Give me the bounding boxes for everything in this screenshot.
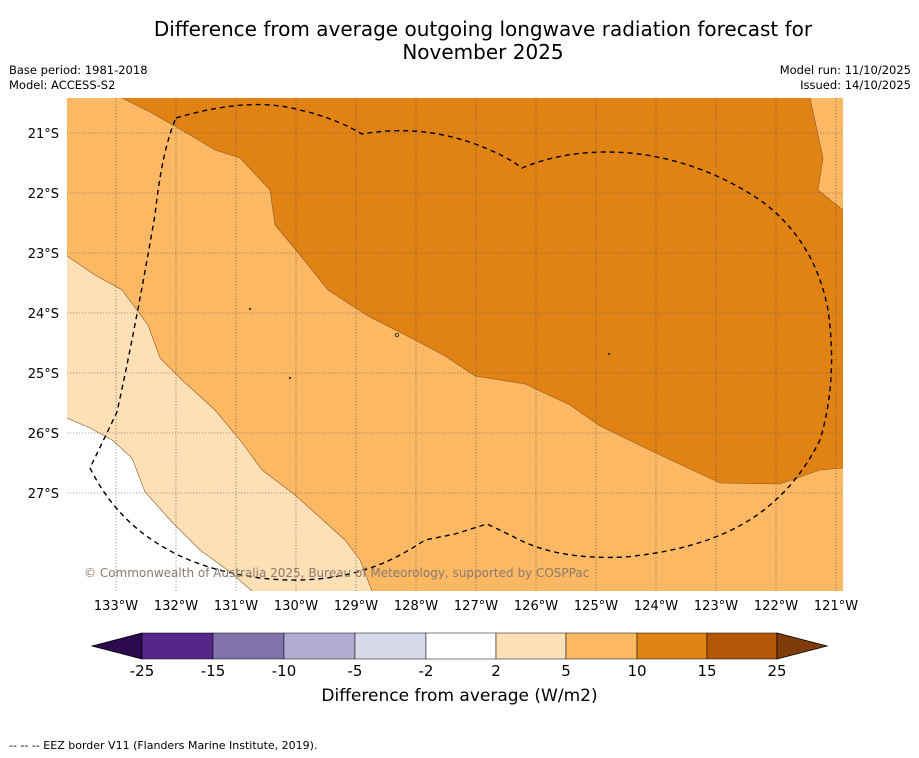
lon-label: 127°W (454, 599, 498, 614)
colorbar-bin (283, 632, 356, 660)
islands (248, 307, 611, 380)
colorbar-bin (495, 632, 567, 660)
base-period: Base period: 1981-2018 (9, 63, 148, 77)
colorbar-bin (636, 632, 708, 660)
colorbar-ticks: -25 -15 -10 -5 -2 2 5 10 15 25 (130, 662, 787, 680)
issued-date: Issued: 14/10/2025 (800, 78, 911, 92)
lon-label: 126°W (514, 599, 558, 614)
lon-label: 133°W (94, 599, 138, 614)
title-line-2: November 2025 (402, 40, 564, 64)
lon-label: 130°W (274, 599, 318, 614)
colorbar-tick: 25 (767, 662, 786, 680)
colorbar: -25 -15 -10 -5 -2 2 5 10 15 25 (90, 632, 829, 680)
lat-label: 21°S (28, 127, 59, 142)
map-field: © Commonwealth of Australia 2025, Bureau… (67, 98, 843, 591)
lon-axis: 133°W 132°W 131°W 130°W 129°W 128°W 127°… (94, 599, 858, 614)
lon-label: 131°W (214, 599, 258, 614)
colorbar-bin (706, 632, 778, 660)
colorbar-tick: -2 (419, 662, 434, 680)
region-2-to-5 (67, 256, 372, 591)
lat-axis: 21°S 22°S 23°S 24°S 25°S 26°S 27°S (28, 127, 59, 502)
lat-label: 26°S (28, 427, 59, 442)
title-line-1: Difference from average outgoing longwav… (153, 17, 813, 41)
copyright-notice: © Commonwealth of Australia 2025, Bureau… (84, 566, 589, 580)
lon-label: 132°W (154, 599, 198, 614)
meta-right: Model run: 11/10/2025 Issued: 14/10/2025 (780, 63, 911, 93)
model-run: Model run: 11/10/2025 (779, 63, 911, 77)
lon-label: 123°W (694, 599, 738, 614)
colorbar-min-extend (90, 632, 143, 660)
colorbar-bin (354, 632, 427, 660)
colorbar-tick: -10 (272, 662, 297, 680)
lon-label: 122°W (754, 599, 798, 614)
graticule (67, 98, 843, 591)
region-minus2-to-2 (67, 418, 252, 591)
lon-label: 125°W (574, 599, 618, 614)
lat-label: 22°S (28, 187, 59, 202)
lon-label: 129°W (334, 599, 378, 614)
region-10-to-15 (122, 98, 843, 484)
contour-lines (67, 98, 843, 591)
colorbar-tick: -5 (348, 662, 363, 680)
colorbar-max-extend (776, 632, 829, 660)
colorbar-bin (141, 632, 214, 660)
colorbar-bin (425, 632, 497, 660)
eez-border (89, 103, 833, 581)
lat-label: 27°S (28, 487, 59, 502)
map-title: Difference from average outgoing longwav… (0, 18, 919, 64)
lat-label: 23°S (28, 247, 59, 262)
colorbar-tick: 5 (561, 662, 571, 680)
lat-label: 25°S (28, 367, 59, 382)
lon-label: 128°W (394, 599, 438, 614)
colorbar-tick: -15 (201, 662, 226, 680)
colorbar-tick: 15 (697, 662, 716, 680)
colorbar-bin (212, 632, 285, 660)
colorbar-bin (565, 632, 638, 660)
model-name: Model: ACCESS-S2 (9, 78, 116, 92)
lon-label: 121°W (814, 599, 858, 614)
lon-label: 124°W (634, 599, 678, 614)
colorbar-tick: -25 (130, 662, 155, 680)
colorbar-tick: 2 (491, 662, 501, 680)
eez-legend-note: -- -- -- EEZ border V11 (Flanders Marine… (9, 739, 318, 752)
colorbar-tick: 10 (627, 662, 646, 680)
lat-label: 24°S (28, 307, 59, 322)
meta-left: Base period: 1981-2018 Model: ACCESS-S2 (9, 63, 148, 93)
colorbar-title: Difference from average (W/m2) (321, 686, 598, 706)
